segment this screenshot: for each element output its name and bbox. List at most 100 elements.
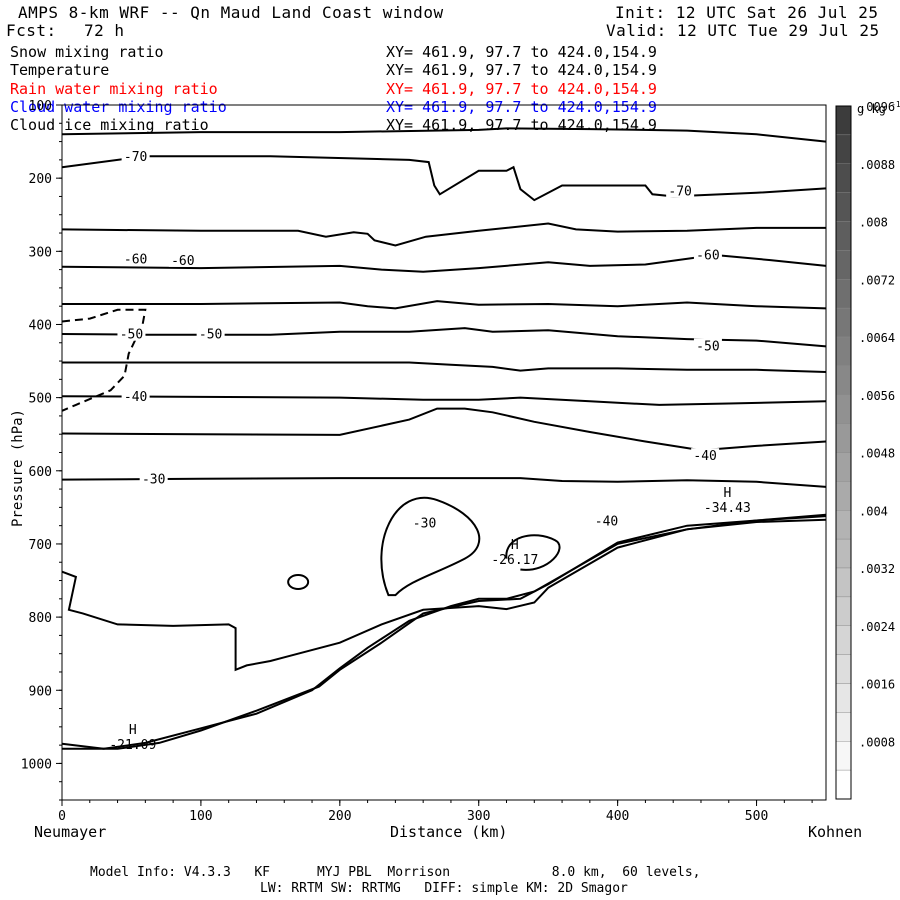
contour-label-bg (168, 252, 197, 267)
colorbar-segment (835, 163, 852, 193)
colorbar-tick-label: .008 (859, 216, 888, 230)
contour-label-bg (121, 251, 150, 266)
y-tick-label: 1000 (21, 757, 52, 772)
contour-label: -50 (120, 328, 143, 343)
contour-label: -60 (124, 252, 147, 267)
colorbar-tick-label: .0056 (859, 389, 895, 403)
model-info-line1: Model Info: V4.3.3 KF MYJ PBL Morrison 8… (90, 865, 701, 880)
forecast-label: Fcst: (6, 21, 57, 40)
closed-contour (380, 496, 481, 597)
colorbar-tick-label: .0048 (859, 447, 895, 461)
init-time: Init: 12 UTC Sat 26 Jul 25 (615, 3, 879, 22)
colorbar-segment (835, 365, 852, 395)
colorbar-segment (835, 654, 852, 684)
isotherm-line (61, 395, 827, 406)
colorbar-segment (835, 336, 852, 367)
colorbar-segment (835, 596, 852, 626)
colorbar-tick-label: .0072 (859, 273, 895, 287)
colorbar-unit-exponent: -1 (891, 100, 900, 109)
contour-label-bg (121, 388, 150, 403)
contour-label-bg (693, 338, 722, 353)
x-right-endpoint: Kohnen (808, 823, 863, 841)
colorbar-segment (835, 769, 852, 800)
isotherm-line (61, 407, 827, 452)
isotherm-line (61, 155, 827, 202)
contour-label: -70 (124, 150, 147, 165)
colorbar-tick-label: .0024 (859, 620, 895, 634)
contour-label: -50 (696, 339, 719, 354)
isotherm-line (62, 361, 827, 373)
contour-label-bg (196, 326, 225, 341)
contour-label-bg (592, 513, 621, 528)
colorbar-tick-label: .0032 (859, 562, 895, 576)
contour-label: -30 (413, 516, 436, 531)
colorbar-segment (835, 307, 852, 338)
x-tick-label: 500 (745, 809, 768, 824)
x-axis-title: Distance (km) (390, 823, 508, 841)
field-name-cloud-ice: Cloud ice mixing ratio (10, 116, 209, 134)
field-name-snow: Snow mixing ratio (10, 43, 164, 61)
small-closed-contour (287, 573, 310, 590)
contour-label: -30 (142, 473, 165, 488)
contour-label: -40 (595, 514, 618, 529)
field-name-temperature: Temperature (10, 61, 110, 79)
plot-title: AMPS 8-km WRF -- Qn Maud Land Coast wind… (18, 3, 444, 22)
colorbar-tick-label: .0016 (859, 678, 895, 692)
x-tick-label: 300 (467, 809, 490, 824)
colorbar-tick-label: .0096 (859, 100, 895, 114)
cloud-ice-contour (61, 308, 147, 412)
colorbar-tick-label: .0088 (859, 158, 895, 172)
contour-label-bg (117, 326, 146, 341)
colorbar-segment (835, 394, 852, 424)
isotherm-line (61, 518, 827, 672)
colorbar-segment (835, 510, 852, 540)
colorbar-tick-label: .0008 (859, 735, 895, 749)
field-xy-cloud-water: XY= 461.9, 97.7 to 424.0,154.9 (386, 98, 657, 116)
colorbar-segment (835, 625, 852, 655)
y-tick-label: 200 (29, 172, 52, 187)
y-tick-label: 600 (29, 465, 52, 480)
extremum-marker: H (723, 486, 731, 501)
colorbar-segment (835, 481, 852, 511)
extremum-marker: H (511, 538, 519, 553)
colorbar-segment (835, 567, 852, 598)
y-tick-label: 100 (29, 99, 52, 114)
extremum-value: -34.43 (704, 501, 751, 516)
x-tick-label: 200 (328, 809, 351, 824)
y-tick-label: 400 (29, 318, 52, 333)
colorbar-segment (835, 250, 852, 280)
contour-label-bg (666, 183, 695, 198)
isotherm-line (62, 515, 827, 750)
colorbar-segment (835, 105, 852, 136)
y-tick-label: 500 (29, 392, 52, 407)
x-tick-label: 400 (606, 809, 629, 824)
colorbar-segment (835, 423, 852, 453)
colorbar-segment (835, 452, 852, 482)
contour-label-bg (121, 148, 150, 163)
closed-contour (505, 534, 561, 571)
colorbar-segment (835, 134, 852, 164)
contour-label: -70 (668, 184, 691, 199)
colorbar-tick-label: .0064 (859, 331, 895, 345)
colorbar-tick-label: .004 (859, 504, 888, 518)
colorbar-segment (835, 221, 852, 251)
field-name-cloud-water: Cloud water mixing ratio (10, 98, 227, 116)
contour-label-bg (410, 515, 439, 530)
extremum-value: -26.17 (491, 553, 538, 568)
forecast-hour: 72 h (84, 21, 125, 40)
colorbar-unit: g kg (857, 102, 886, 116)
extremum-marker: H (129, 723, 137, 738)
colorbar-segment (835, 538, 852, 569)
contour-label-bg (691, 448, 720, 463)
colorbar-segment (835, 712, 852, 742)
colorbar-segment (835, 741, 852, 771)
contour-label: -60 (171, 254, 194, 269)
valid-time: Valid: 12 UTC Tue 29 Jul 25 (606, 21, 880, 40)
field-name-rain: Rain water mixing ratio (10, 80, 218, 98)
contour-label: -40 (693, 449, 716, 464)
model-info-line2: LW: RRTM SW: RRTMG DIFF: simple KM: 2D S… (260, 881, 628, 896)
isotherm-line (62, 300, 827, 310)
contour-label: -60 (696, 249, 719, 264)
field-xy-rain: XY= 461.9, 97.7 to 424.0,154.9 (386, 80, 657, 98)
